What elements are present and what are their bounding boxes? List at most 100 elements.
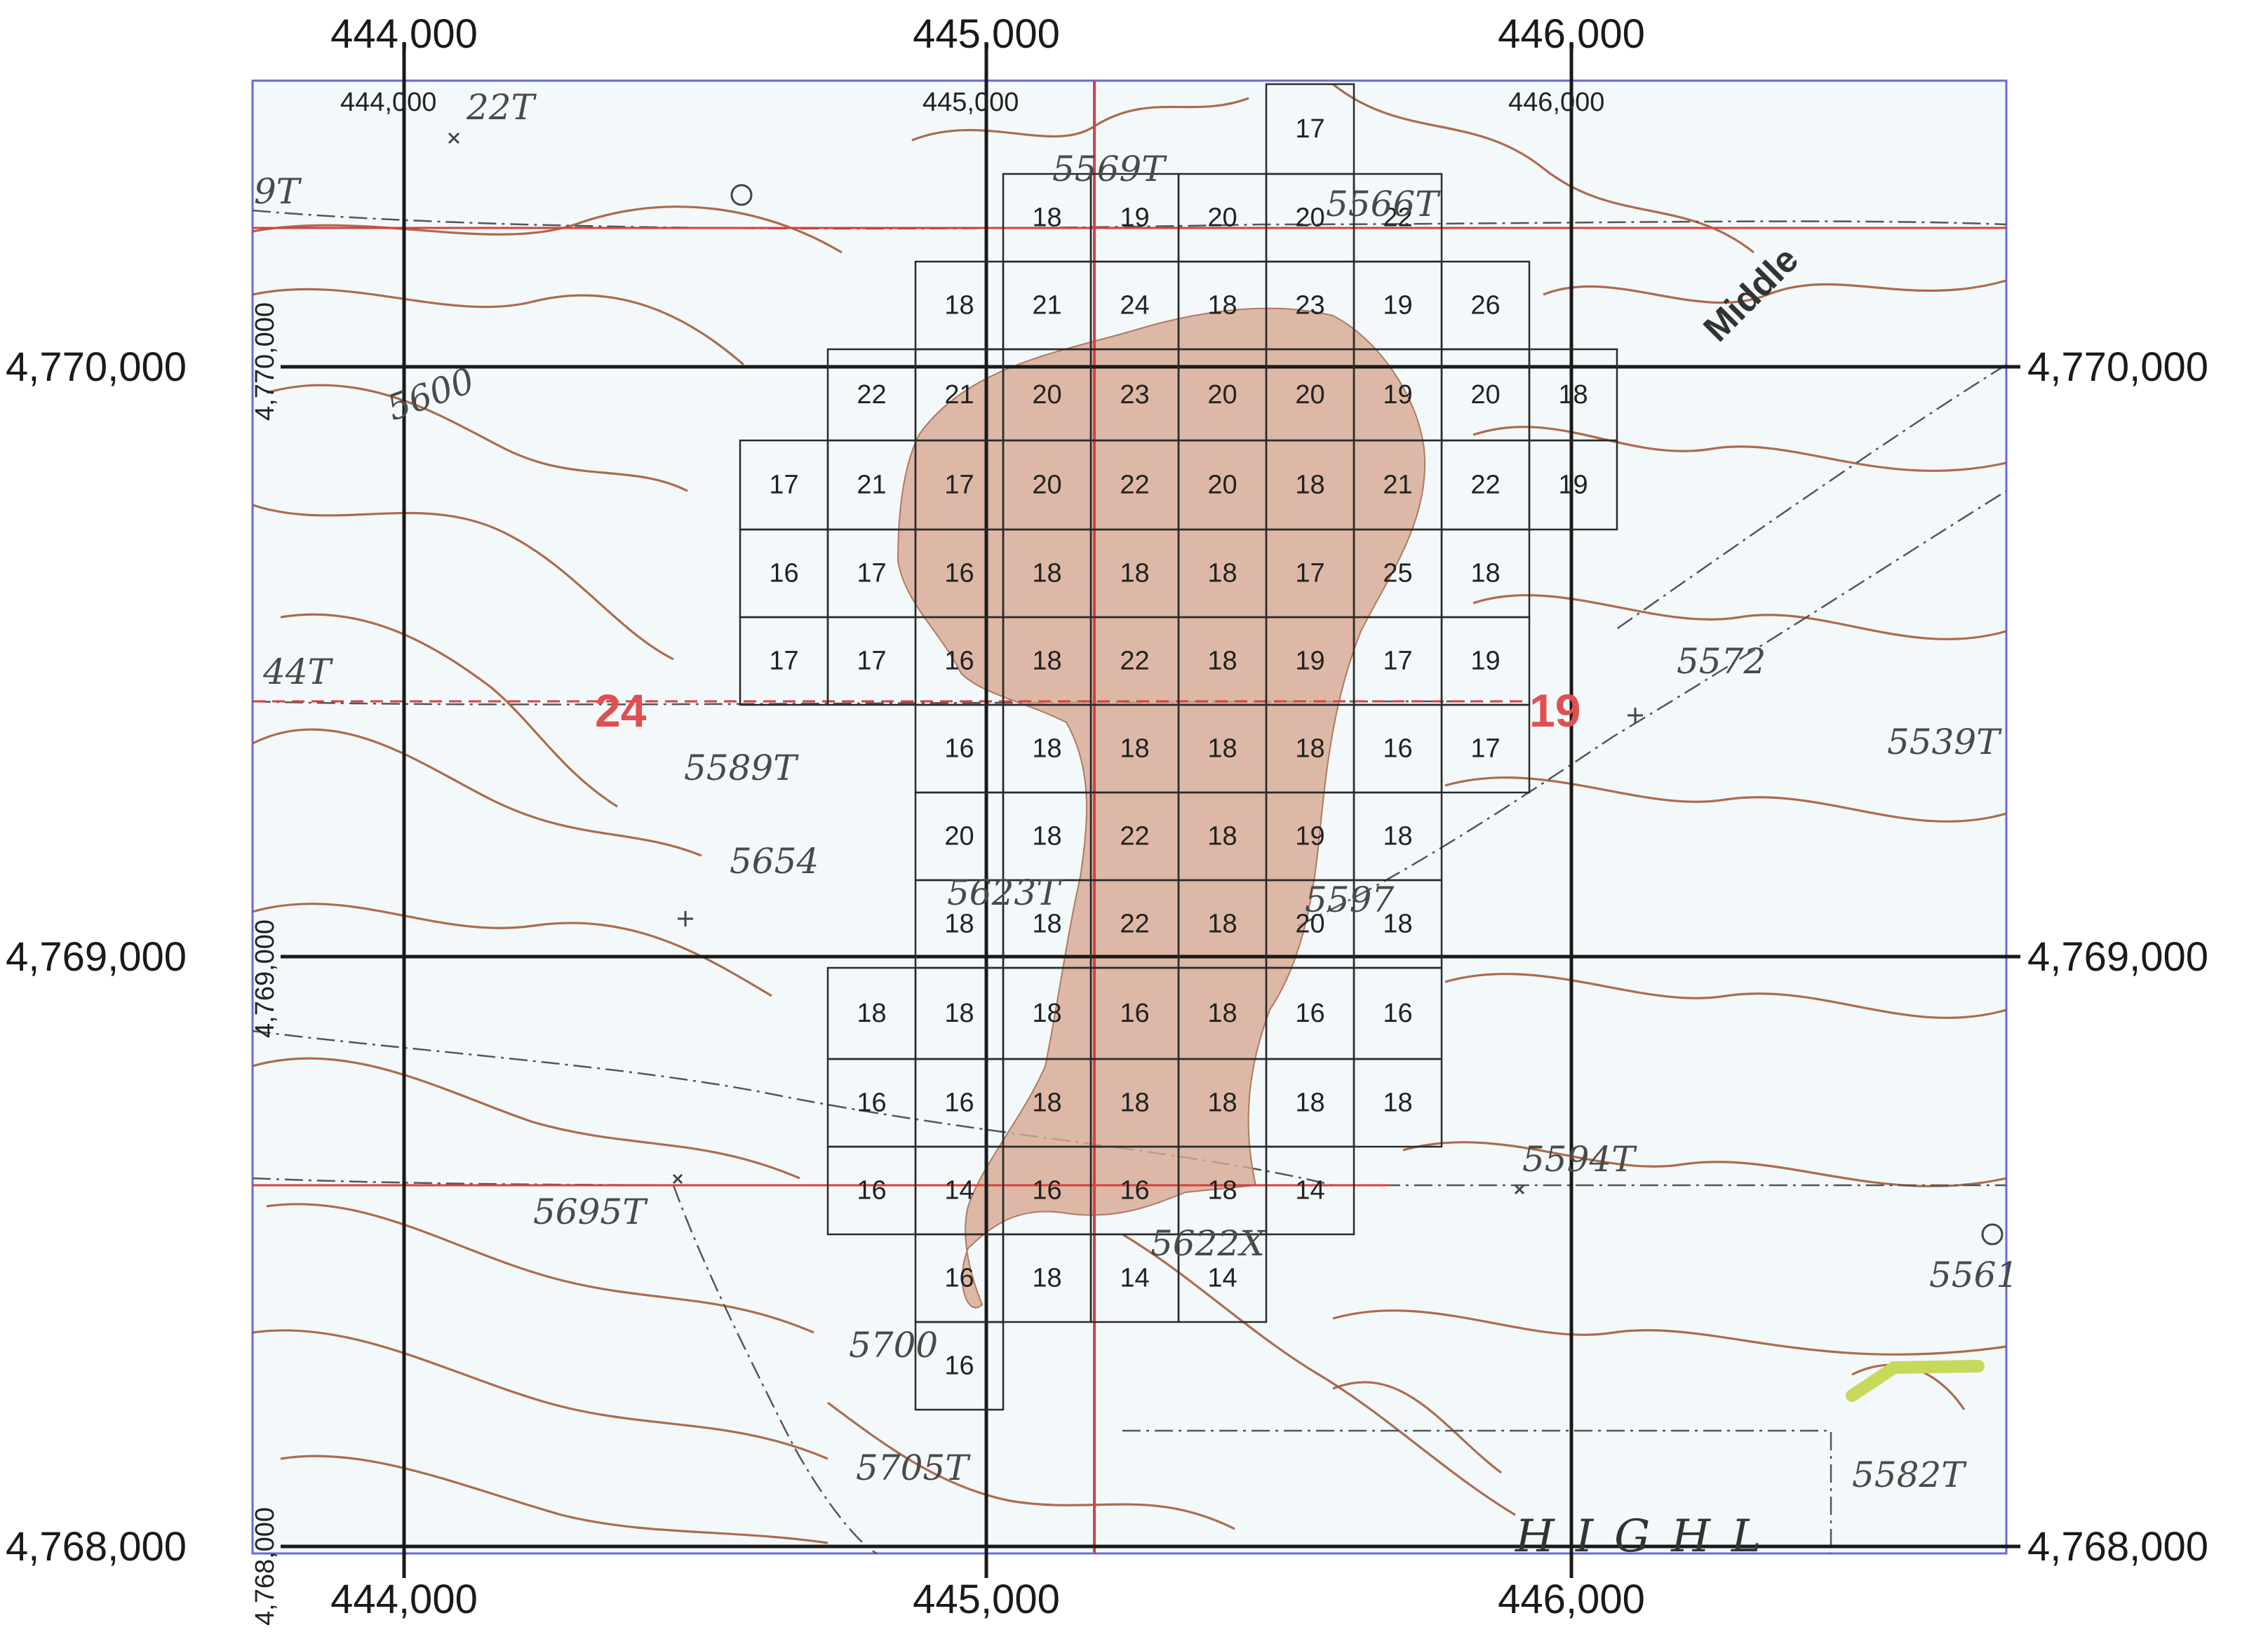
northing-label-left: 4,769,000 (6, 934, 187, 980)
sample-value: 19 (1295, 822, 1324, 851)
sample-value: 18 (1207, 1088, 1237, 1118)
sample-value: 17 (1295, 114, 1324, 144)
sample-value: 19 (1120, 203, 1149, 233)
sample-value: 18 (1207, 910, 1237, 939)
sample-grid: 17 18 19 20 20 22 18 21 24 18 23 19 26 22 21 20 23 20 20 19… (739, 83, 1618, 1411)
elevation-label: 22T (466, 87, 537, 128)
elevation-label: 5569T (1052, 149, 1167, 189)
sample-cell (1353, 1058, 1443, 1148)
elevation-label: 5597 (1305, 879, 1394, 920)
sample-value: 18 (1207, 822, 1237, 851)
sample-value: 18 (1295, 471, 1324, 500)
sample-value: 24 (1120, 291, 1149, 321)
northing-label-right: 4,770,000 (2027, 344, 2208, 390)
sample-value: 19 (1295, 647, 1324, 676)
sample-value: 18 (1032, 647, 1061, 676)
sample-value: 18 (944, 910, 974, 939)
sample-cell (1440, 703, 1531, 794)
sample-cell (1177, 1233, 1268, 1323)
sample-value: 21 (944, 380, 974, 410)
sample-value: 14 (1207, 1264, 1237, 1293)
elevation-labels: 5569T 5566T 5572 5539T 5589T 5654 5623T … (254, 87, 2018, 1495)
sample-value: 14 (1295, 1176, 1324, 1206)
sample-value: 19 (1383, 291, 1412, 321)
sample-value: 16 (1383, 734, 1412, 764)
sample-value: 16 (1295, 999, 1324, 1028)
sample-value: 18 (1032, 1088, 1061, 1118)
sample-value: 18 (1295, 1088, 1324, 1118)
sample-value: 18 (1295, 734, 1324, 764)
section-number: 24 (595, 685, 647, 736)
sample-value: 17 (1470, 734, 1500, 764)
sample-value: 19 (1470, 647, 1500, 676)
easting-label-top: 445,000 (913, 11, 1060, 57)
elevation-label: 5695T (533, 1192, 648, 1232)
sample-value: 22 (1383, 203, 1412, 233)
elevation-label: 5561 (1929, 1255, 2018, 1295)
sample-value: 25 (1383, 559, 1412, 588)
elevation-label: 5623T (947, 872, 1062, 913)
section-lines (253, 81, 2006, 1553)
sample-value: 18 (1032, 910, 1061, 939)
sample-cell (914, 1321, 1005, 1411)
sample-value: 18 (1120, 734, 1149, 764)
sample-value: 18 (1032, 822, 1061, 851)
elevation-label: 5700 (849, 1325, 938, 1365)
sample-value: 18 (1032, 734, 1061, 764)
sample-value: 17 (857, 559, 886, 588)
sample-value: 18 (1470, 559, 1500, 588)
northing-label-left: 4,768,000 (6, 1524, 187, 1570)
sample-value: 16 (857, 1176, 886, 1206)
sample-value: 22 (857, 380, 886, 410)
elevation-label: 5622X (1150, 1223, 1266, 1264)
sample-value: 18 (1207, 291, 1237, 321)
section-number: 19 (1529, 685, 1581, 736)
sample-value: 18 (1383, 822, 1412, 851)
sample-value: 20 (1207, 203, 1237, 233)
sample-value: 19 (1558, 471, 1588, 500)
easting-label-top: 444,000 (330, 11, 478, 57)
axis-labels: 444,000 445,000 446,000 444,000 445,000 … (6, 11, 2208, 1626)
sample-value: 18 (1558, 380, 1588, 410)
inner-easting-label: 444,000 (340, 88, 436, 117)
sample-value: 20 (1032, 380, 1061, 410)
inner-easting-label: 445,000 (922, 88, 1019, 117)
sample-value: 20 (1470, 380, 1500, 410)
sample-value: 18 (1032, 999, 1061, 1028)
partial-feature-label: HIGHL (1515, 1511, 1783, 1563)
sample-value: 18 (1032, 559, 1061, 588)
sample-value: 17 (944, 471, 974, 500)
inner-easting-label: 446,000 (1508, 88, 1604, 117)
sample-value: 22 (1120, 822, 1149, 851)
sample-value: 20 (1032, 471, 1061, 500)
sample-value: 23 (1120, 380, 1149, 410)
sample-value: 14 (1120, 1264, 1149, 1293)
utm-grid (281, 42, 2020, 1578)
sample-value: 17 (857, 647, 886, 676)
sample-value: 14 (944, 1176, 974, 1206)
sample-value: 22 (1470, 471, 1500, 500)
sample-value: 22 (1120, 471, 1149, 500)
sample-value: 23 (1295, 291, 1324, 321)
elevation-label: 5572 (1677, 641, 1766, 682)
sample-value: 18 (1120, 1088, 1149, 1118)
sample-value: 20 (944, 822, 974, 851)
sample-value: 17 (769, 471, 798, 500)
elevation-label: 44T (262, 652, 334, 692)
sample-value: 18 (857, 999, 886, 1028)
sample-value: 26 (1470, 291, 1500, 321)
sample-value: 18 (1383, 910, 1412, 939)
sample-value: 17 (769, 647, 798, 676)
sample-value: 17 (1383, 647, 1412, 676)
elevation-label: 5654 (730, 841, 819, 882)
sample-value: 18 (1383, 1088, 1412, 1118)
sample-value: 18 (1120, 559, 1149, 588)
sample-cell (1528, 439, 1618, 531)
sample-value: 18 (1207, 647, 1237, 676)
sample-value: 16 (857, 1088, 886, 1118)
elevation-label: 5589T (684, 748, 799, 788)
sample-value: 22 (1120, 910, 1149, 939)
sample-value: 21 (857, 471, 886, 500)
